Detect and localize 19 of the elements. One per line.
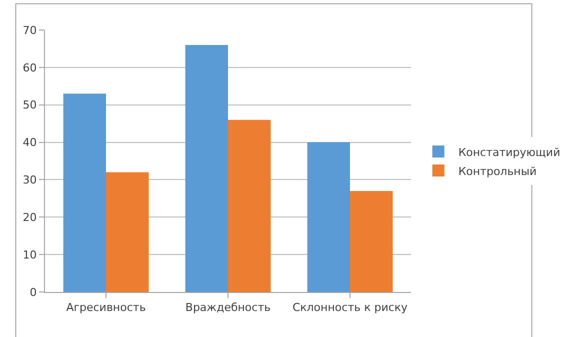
x-tick-label: Склонность к риску — [292, 301, 408, 314]
y-tick-label: 40 — [22, 136, 37, 150]
y-tick-label: 60 — [22, 61, 37, 74]
y-tick-label: 50 — [22, 98, 37, 112]
x-tick-label: Враждебность — [185, 301, 271, 314]
bar — [307, 142, 350, 292]
y-tick-label: 30 — [22, 174, 37, 187]
y-tick-label: 70 — [22, 24, 37, 37]
legend-label: Контрольный — [458, 164, 537, 178]
legend-label: Констатирующий — [458, 146, 560, 159]
bar — [350, 190, 393, 292]
bar — [106, 172, 149, 292]
bar — [185, 44, 228, 292]
x-tick-label: Агресивность — [66, 301, 146, 314]
y-tick-label: 0 — [30, 286, 37, 299]
y-tick-label: 10 — [22, 248, 37, 262]
bar — [228, 120, 271, 292]
bar — [63, 94, 106, 292]
y-tick-label: 20 — [22, 210, 37, 224]
